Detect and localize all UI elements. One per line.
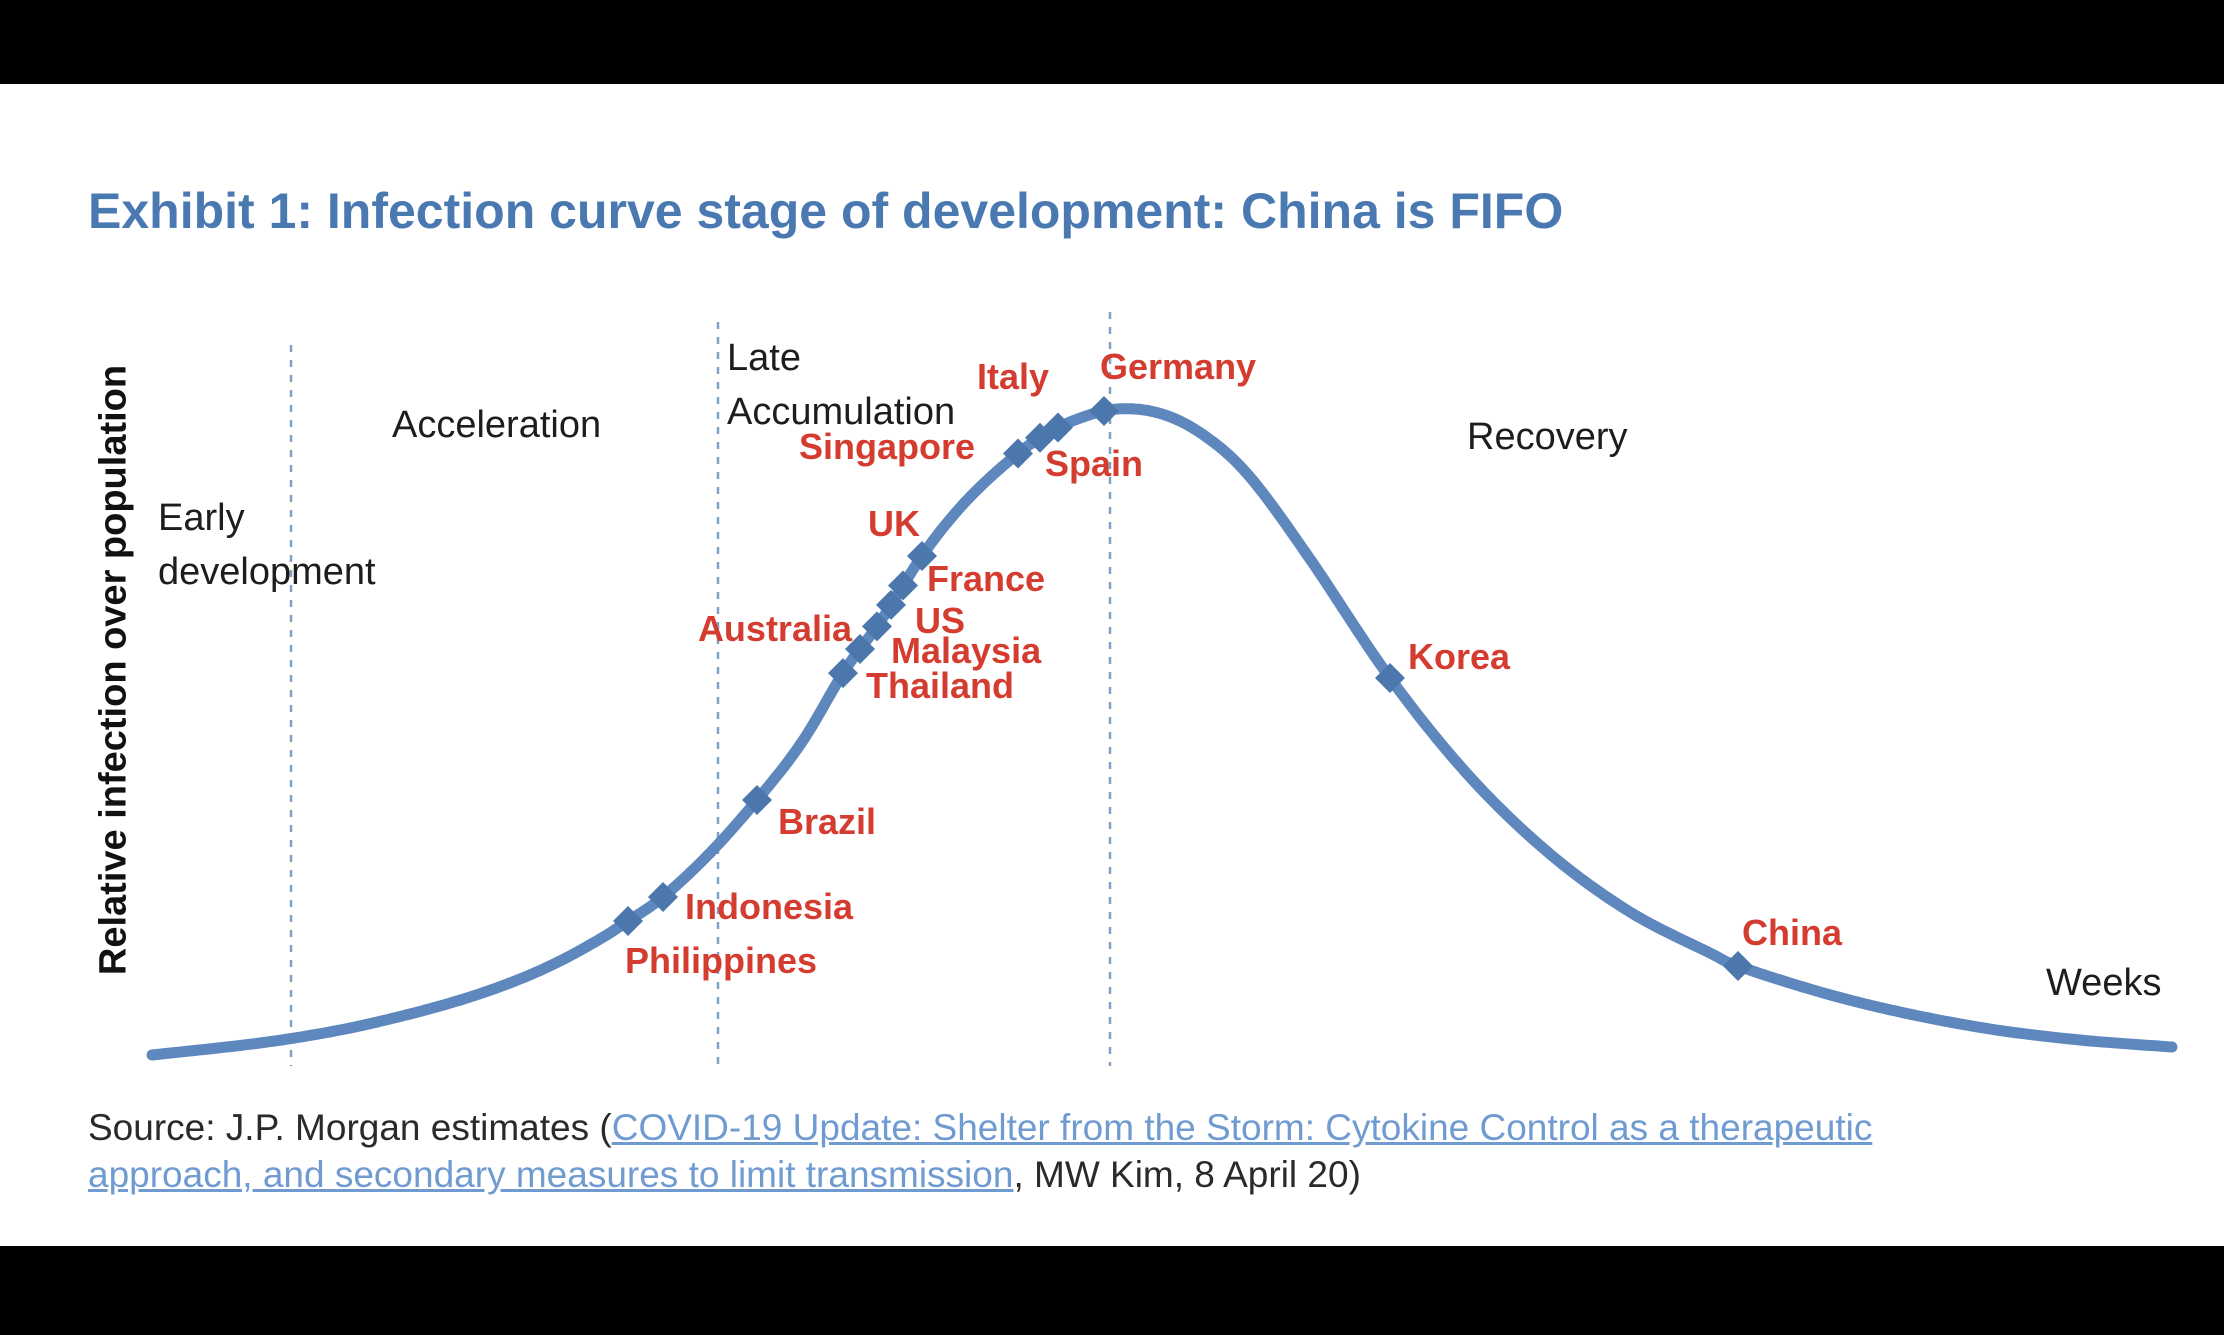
marker-indonesia bbox=[648, 882, 678, 912]
marker-korea bbox=[1375, 663, 1405, 693]
country-label-china: China bbox=[1742, 912, 1843, 953]
marker-us bbox=[876, 589, 906, 620]
marker-china bbox=[1723, 951, 1753, 981]
country-label-france: France bbox=[927, 558, 1046, 599]
source-note: Source: J.P. Morgan estimates (COVID-19 … bbox=[88, 1104, 2083, 1199]
source-link-line1[interactable]: COVID-19 Update: Shelter from the Storm:… bbox=[611, 1107, 1873, 1148]
country-label-italy: Italy bbox=[977, 356, 1050, 397]
stage-label-recovery: Recovery bbox=[1467, 416, 1628, 458]
country-label-philippines: Philippines bbox=[625, 940, 818, 981]
marker-italy bbox=[1043, 412, 1073, 443]
x-axis-label: Weeks bbox=[2046, 962, 2162, 1004]
marker-australia bbox=[862, 611, 892, 642]
country-label-malaysia: Malaysia bbox=[891, 630, 1042, 671]
country-label-singapore: Singapore bbox=[798, 426, 975, 467]
y-axis-label: Relative infection over population bbox=[92, 364, 135, 976]
stage-label-late-accumulation: Late Accumulation bbox=[727, 337, 956, 433]
marker-singapore bbox=[1003, 438, 1033, 469]
marker-france bbox=[888, 570, 918, 601]
marker-malaysia bbox=[845, 633, 875, 664]
source-link[interactable]: COVID-19 Update: Shelter from the Storm:… bbox=[88, 1107, 1872, 1195]
country-label-brazil: Brazil bbox=[778, 801, 877, 842]
country-label-australia: Australia bbox=[697, 608, 852, 649]
source-suffix: , MW Kim, 8 April 20) bbox=[1013, 1154, 1361, 1196]
marker-philippines bbox=[613, 906, 643, 936]
marker-uk bbox=[907, 541, 937, 571]
source-prefix: Source: J.P. Morgan estimates ( bbox=[88, 1107, 612, 1148]
marker-germany bbox=[1089, 396, 1119, 427]
country-label-indonesia: Indonesia bbox=[685, 886, 854, 927]
country-label-spain: Spain bbox=[1045, 443, 1144, 484]
marker-thailand bbox=[828, 658, 858, 689]
country-markers bbox=[613, 396, 1753, 981]
marker-brazil bbox=[742, 785, 772, 815]
stage-label-acceleration: Acceleration bbox=[392, 404, 602, 446]
stage-label-early-development: Early development bbox=[158, 497, 376, 593]
country-label-thailand: Thailand bbox=[866, 665, 1015, 706]
source-link-line2[interactable]: approach, and secondary measures to limi… bbox=[88, 1154, 1014, 1196]
country-label-germany: Germany bbox=[1100, 346, 1257, 387]
exhibit-title: Exhibit 1: Infection curve stage of deve… bbox=[88, 183, 1564, 239]
infection-curve bbox=[146, 403, 2178, 1061]
country-label-uk: UK bbox=[868, 503, 920, 544]
country-label-korea: Korea bbox=[1408, 636, 1511, 677]
content-background bbox=[0, 84, 2224, 1246]
country-label-us: US bbox=[915, 600, 966, 641]
stage-dividers bbox=[289, 312, 1112, 1066]
